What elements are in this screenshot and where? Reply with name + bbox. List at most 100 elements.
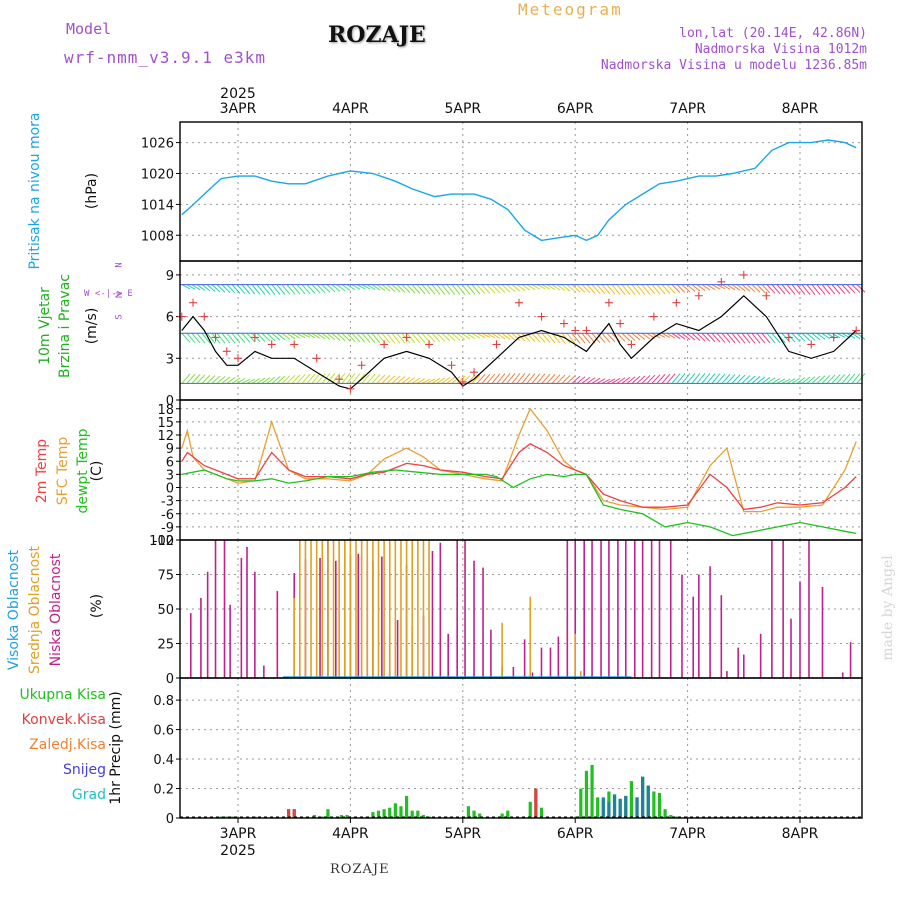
wind-barb xyxy=(581,284,591,294)
wind-barb xyxy=(721,332,731,343)
precip-bar xyxy=(612,794,617,818)
precip-bar xyxy=(601,797,605,818)
wind-barb xyxy=(236,284,246,295)
wind-barb xyxy=(601,378,611,384)
wind-barb xyxy=(731,374,741,384)
wind-barb xyxy=(601,332,611,343)
wind-barb xyxy=(186,284,196,290)
wind-barb xyxy=(391,284,401,293)
wind-barb xyxy=(216,284,226,293)
y-tick-label: -6 xyxy=(161,508,174,523)
wind-barb xyxy=(796,332,806,342)
wind-barb xyxy=(551,374,561,384)
wind-barb xyxy=(776,284,786,295)
wind-barb xyxy=(696,284,706,291)
wind-barb xyxy=(741,284,751,292)
wind-barb xyxy=(396,332,406,344)
y-tick-label: 1020 xyxy=(141,167,174,182)
wind-barb xyxy=(196,284,206,291)
wind-barb xyxy=(271,284,281,295)
wind-barb xyxy=(441,284,451,295)
precip-bar xyxy=(641,776,645,818)
wind-barb xyxy=(716,284,726,290)
wind-barb xyxy=(631,284,641,295)
wind-barb xyxy=(536,284,546,290)
precip-bar xyxy=(635,797,639,818)
wind-barb xyxy=(596,378,606,384)
wind-barb xyxy=(426,332,436,343)
wind-barb xyxy=(706,373,716,384)
wind-barb xyxy=(796,284,806,295)
y-tick-label: 3 xyxy=(166,352,174,367)
wind-barb xyxy=(816,332,826,340)
wind-barb xyxy=(541,332,551,343)
wind-barb xyxy=(486,373,496,384)
wind-barb xyxy=(591,332,601,344)
bottom-date-label: 7APR xyxy=(669,826,706,842)
wind-barb xyxy=(346,284,356,291)
panel-frame xyxy=(179,399,863,541)
t2m-temp-line xyxy=(181,443,857,511)
wind-barb xyxy=(641,332,651,340)
precip-bar xyxy=(410,810,414,818)
wind-barb xyxy=(651,284,661,295)
wind-gust-marker xyxy=(177,312,186,321)
precip-bar xyxy=(320,816,324,818)
precip-bar xyxy=(629,781,633,818)
precip-bar xyxy=(382,809,386,818)
precip-bar xyxy=(339,815,344,818)
wind-barb xyxy=(726,284,736,291)
wind-barb xyxy=(336,332,346,342)
wind-barb xyxy=(826,374,836,384)
wind-barb xyxy=(316,284,326,293)
wind-barb xyxy=(416,378,426,384)
wind-barb xyxy=(481,373,491,384)
wind-barb xyxy=(406,332,416,344)
wind-barb xyxy=(546,332,556,344)
wind-barb xyxy=(241,378,251,384)
precip-bar xyxy=(584,770,589,818)
wind-barb xyxy=(761,284,771,294)
wind-barb xyxy=(486,284,496,294)
wind-barb xyxy=(741,375,751,384)
wind-barb xyxy=(471,332,481,339)
wind-gust-marker xyxy=(807,340,816,349)
wind-barb xyxy=(406,377,416,384)
top-date-label: 8APR xyxy=(782,101,819,117)
wind-barb xyxy=(756,284,766,293)
wind-barb xyxy=(586,284,596,294)
wind-barb xyxy=(446,376,456,384)
wind-barb xyxy=(671,284,681,294)
wind-gust-marker xyxy=(672,298,681,307)
wind-barb xyxy=(801,376,811,384)
y-tick-label: -3 xyxy=(161,495,174,510)
wind-barb xyxy=(416,332,426,343)
wind-barb xyxy=(706,284,716,290)
wind-gust-marker xyxy=(346,384,355,393)
wind-gust-marker xyxy=(582,326,591,335)
precip-bar xyxy=(230,816,234,818)
wind-barb xyxy=(456,332,466,341)
wind-barb xyxy=(831,284,841,295)
wind-barb xyxy=(631,332,641,341)
wind-barb xyxy=(291,284,301,295)
wind-barb xyxy=(821,374,831,384)
wind-barb xyxy=(611,377,621,384)
wind-barb xyxy=(421,284,431,295)
precip-bar xyxy=(528,801,532,818)
wind-barb xyxy=(301,332,311,338)
wind-barb xyxy=(276,332,286,341)
wind-barb xyxy=(591,377,601,384)
wind-barb xyxy=(436,377,446,384)
top-date-label: 7APR xyxy=(669,101,706,117)
wind-barb xyxy=(406,284,416,294)
wind-barb xyxy=(811,375,821,384)
top-date-label: 3APR xyxy=(220,101,257,117)
wind-barb xyxy=(181,373,191,384)
wind-barb xyxy=(426,378,436,384)
wind-barb xyxy=(556,284,566,292)
wind-barb xyxy=(516,284,526,292)
wind-barb xyxy=(476,374,486,384)
footer-station: ROZAJE xyxy=(330,862,390,877)
wind-barb xyxy=(401,284,411,294)
